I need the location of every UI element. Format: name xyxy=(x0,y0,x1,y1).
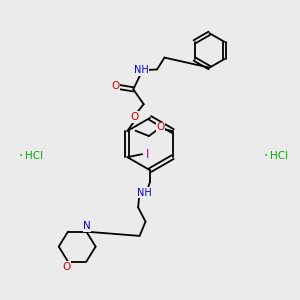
Text: O: O xyxy=(111,81,120,91)
Text: ·: · xyxy=(264,149,268,163)
Text: NH: NH xyxy=(134,65,149,75)
Text: HCl: HCl xyxy=(270,151,288,161)
Text: ·: · xyxy=(19,149,23,163)
Text: O: O xyxy=(156,122,164,132)
Text: O: O xyxy=(131,112,139,122)
Text: NH: NH xyxy=(137,188,152,197)
Text: I: I xyxy=(146,148,149,161)
Text: O: O xyxy=(62,262,70,272)
Text: HCl: HCl xyxy=(25,151,43,161)
Text: N: N xyxy=(83,221,91,231)
